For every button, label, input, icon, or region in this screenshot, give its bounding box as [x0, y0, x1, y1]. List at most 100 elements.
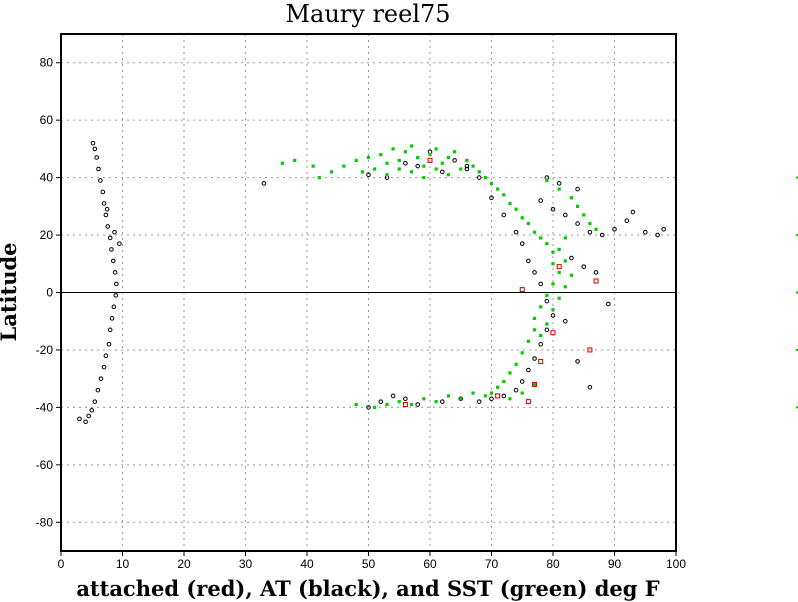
data-point	[550, 206, 556, 212]
data-point	[440, 169, 445, 175]
data-point	[101, 201, 107, 206]
data-point	[489, 181, 494, 185]
data-point	[545, 242, 549, 246]
data-point	[409, 402, 414, 407]
data-point	[556, 181, 562, 186]
data-point	[422, 397, 426, 401]
y-tick-label: 60	[40, 113, 54, 127]
data-point	[373, 167, 377, 171]
data-point	[476, 175, 482, 180]
data-point	[556, 264, 562, 270]
series-attached-red	[402, 157, 599, 408]
data-point	[366, 155, 371, 160]
edge-marker	[796, 406, 798, 409]
data-point	[464, 163, 470, 169]
data-point	[655, 232, 660, 238]
data-point	[593, 278, 599, 284]
data-point	[526, 221, 530, 226]
data-point	[514, 362, 518, 366]
x-tick-label: 0	[58, 557, 65, 571]
data-point	[96, 166, 101, 172]
data-point	[471, 391, 475, 395]
data-point	[427, 149, 433, 155]
series-at-black	[77, 140, 667, 425]
x-tick-label: 70	[485, 557, 499, 571]
data-point	[532, 381, 538, 387]
data-point	[519, 379, 525, 384]
edge-marker	[796, 348, 798, 351]
y-tick-label: -20	[36, 343, 54, 357]
data-point	[434, 167, 438, 171]
x-axis-label: attached (red), AT (black), and SST (gre…	[76, 576, 659, 601]
data-point	[446, 173, 451, 177]
data-point	[587, 347, 593, 353]
data-point	[77, 416, 82, 422]
data-point	[459, 167, 463, 171]
data-point	[587, 229, 593, 235]
data-point	[587, 384, 593, 390]
data-point	[354, 402, 358, 407]
data-point	[117, 241, 122, 246]
data-point	[422, 176, 426, 180]
data-point	[630, 209, 636, 215]
data-point	[526, 339, 530, 343]
data-point	[557, 187, 561, 191]
data-point	[114, 281, 119, 287]
data-point	[563, 318, 568, 324]
edge-marker	[796, 234, 798, 237]
data-point	[103, 353, 109, 358]
y-tick-label: 40	[40, 171, 54, 185]
data-point	[107, 235, 113, 241]
data-point	[113, 293, 119, 298]
data-point	[532, 382, 537, 387]
data-point	[569, 255, 574, 261]
x-tick-label: 20	[177, 557, 191, 571]
x-tick-label: 90	[608, 557, 622, 571]
data-point	[397, 158, 401, 162]
data-point	[519, 241, 525, 246]
data-point	[109, 316, 115, 321]
series-sst-green	[280, 144, 598, 409]
x-tick-label: 80	[546, 557, 560, 571]
data-point	[446, 394, 451, 398]
data-point	[514, 207, 518, 211]
data-point	[317, 176, 321, 180]
data-point	[624, 218, 630, 223]
data-point	[594, 227, 598, 231]
data-point	[366, 405, 371, 410]
data-point	[513, 229, 519, 235]
data-point	[403, 160, 408, 166]
data-point	[545, 293, 549, 297]
data-point	[532, 230, 537, 234]
data-point	[525, 399, 531, 405]
data-point	[593, 270, 599, 275]
data-point	[569, 273, 574, 277]
data-point	[551, 308, 555, 312]
x-tick-label: 100	[666, 557, 686, 571]
data-point	[606, 301, 611, 307]
data-point	[402, 402, 408, 408]
data-point	[575, 359, 580, 364]
data-point	[110, 258, 116, 264]
x-tick-label: 50	[362, 557, 376, 571]
data-point	[538, 341, 544, 347]
data-point	[83, 419, 88, 425]
data-point	[599, 232, 605, 238]
data-point	[95, 387, 101, 393]
data-point	[526, 367, 531, 373]
data-point	[575, 186, 580, 192]
data-point	[582, 213, 586, 217]
data-point	[532, 328, 537, 332]
data-point	[440, 161, 444, 165]
data-point	[98, 376, 104, 381]
data-point	[588, 221, 592, 226]
data-point	[496, 385, 500, 389]
data-point	[459, 397, 463, 401]
data-point	[98, 178, 103, 183]
data-point	[440, 399, 445, 404]
y-tick-label: -40	[36, 400, 54, 414]
data-point	[508, 371, 512, 375]
data-point	[403, 150, 407, 154]
data-point	[532, 270, 537, 275]
